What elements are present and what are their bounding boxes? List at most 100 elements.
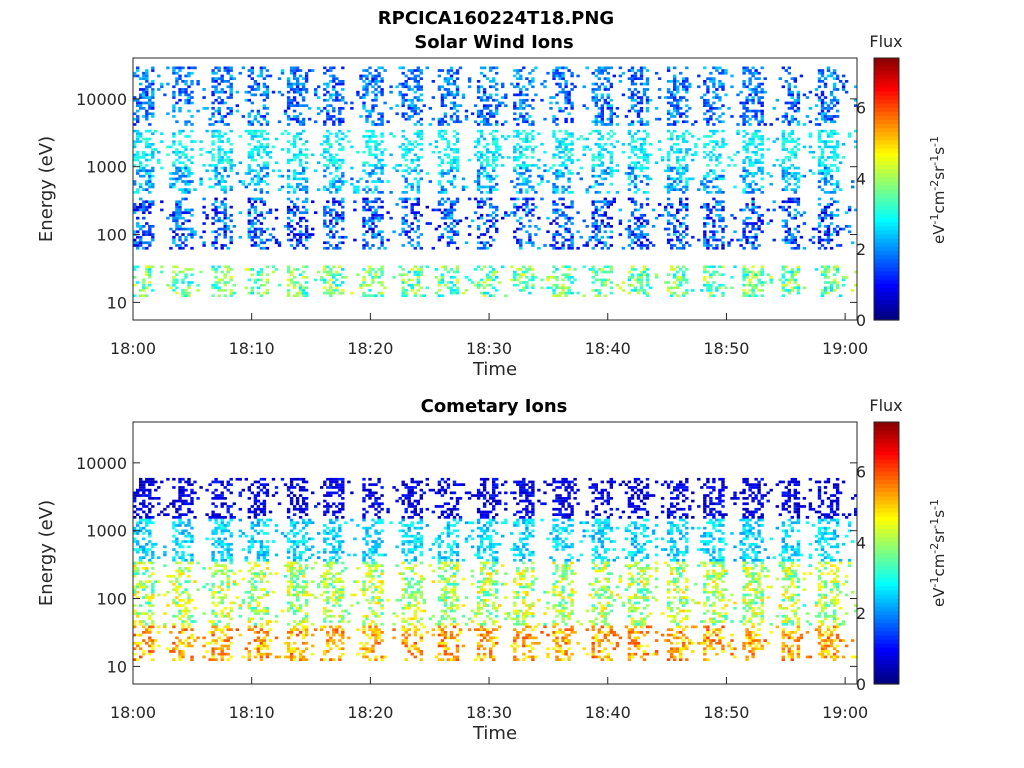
- heatmap-cell: [748, 164, 752, 167]
- heatmap-cell: [332, 88, 336, 91]
- heatmap-cell: [449, 180, 454, 183]
- heatmap-cell: [706, 265, 710, 269]
- heatmap-cell: [172, 109, 176, 113]
- heatmap-cell: [630, 145, 635, 149]
- heatmap-cell: [621, 281, 626, 284]
- heatmap-cell: [594, 270, 598, 274]
- heatmap-cell: [826, 270, 831, 274]
- heatmap-cell: [639, 77, 644, 80]
- heatmap-cell: [341, 98, 345, 102]
- heatmap-cell: [437, 150, 442, 154]
- heatmap-cell: [594, 120, 598, 124]
- heatmap-cell: [280, 185, 285, 189]
- heatmap-cell: [552, 238, 556, 242]
- heatmap-cell: [835, 208, 840, 212]
- heatmap-cell: [217, 135, 221, 138]
- heatmap-cell: [829, 238, 834, 242]
- heatmap-cell: [844, 211, 849, 214]
- heatmap-cell: [489, 294, 493, 297]
- heatmap-cell: [682, 205, 686, 209]
- heatmap-cell: [510, 265, 514, 269]
- heatmap-cell: [317, 161, 321, 164]
- heatmap-cell: [455, 200, 460, 204]
- heatmap-cell: [223, 188, 227, 191]
- heatmap-cell: [479, 197, 484, 201]
- heatmap-cell: [286, 85, 291, 89]
- heatmap-cell: [519, 74, 523, 78]
- heatmap-cell: [455, 246, 460, 250]
- heatmap-cell: [482, 74, 487, 78]
- heatmap-cell: [362, 161, 366, 164]
- heatmap-cell: [470, 219, 475, 223]
- heatmap-cell: [329, 80, 333, 83]
- heatmap-cell: [148, 276, 152, 279]
- heatmap-cell: [832, 227, 837, 231]
- heatmap-cell: [781, 289, 785, 292]
- heatmap-cell: [301, 172, 306, 175]
- heatmap-cell: [157, 88, 161, 91]
- heatmap-cell: [639, 107, 644, 110]
- heatmap-cell: [715, 203, 719, 206]
- heatmap-cell: [286, 174, 291, 178]
- heatmap-cell: [781, 265, 785, 269]
- heatmap-cell: [633, 182, 638, 186]
- heatmap-cell: [609, 235, 613, 239]
- heatmap-cell: [217, 107, 221, 110]
- heatmap-cell: [332, 182, 336, 186]
- heatmap-cell: [567, 289, 571, 292]
- heatmap-cell: [841, 283, 846, 287]
- heatmap-cell: [784, 148, 788, 151]
- heatmap-cell: [139, 107, 143, 110]
- heatmap-cell: [793, 238, 797, 242]
- heatmap-cell: [238, 180, 242, 183]
- heatmap-cell: [262, 200, 267, 204]
- heatmap-cell: [368, 140, 372, 143]
- heatmap-cell: [341, 80, 345, 83]
- heatmap-cell: [829, 203, 834, 206]
- heatmap-cell: [754, 286, 758, 290]
- heatmap-cell: [495, 174, 499, 178]
- heatmap-cell: [528, 185, 532, 189]
- heatmap-cell: [416, 69, 420, 72]
- figure-title: RPCICA160224T18.PNG: [378, 8, 614, 29]
- heatmap-cell: [522, 273, 526, 276]
- heatmap-cell: [712, 177, 716, 181]
- heatmap-cell: [452, 177, 457, 181]
- heatmap-cell: [404, 117, 408, 121]
- heatmap-cell: [268, 233, 273, 236]
- heatmap-cell: [362, 268, 366, 271]
- heatmap-cell: [250, 203, 254, 206]
- heatmap-cell: [220, 88, 224, 91]
- heatmap-cell: [301, 177, 306, 181]
- heatmap-cell: [685, 140, 689, 143]
- heatmap-cell: [449, 268, 454, 271]
- heatmap-cell: [265, 153, 270, 157]
- heatmap-cell: [404, 214, 408, 217]
- heatmap-cell: [253, 197, 258, 201]
- heatmap-cell: [362, 135, 366, 138]
- heatmap-cell: [211, 101, 215, 105]
- heatmap-cell: [262, 164, 267, 167]
- heatmap-cell: [157, 150, 161, 154]
- heatmap-cell: [262, 180, 267, 183]
- heatmap-cell: [253, 174, 258, 178]
- heatmap-cell: [823, 208, 828, 212]
- heatmap-cell: [760, 161, 764, 164]
- heatmap-cell: [709, 230, 713, 234]
- heatmap-cell: [365, 120, 369, 124]
- heatmap-cell: [591, 129, 595, 133]
- heatmap-cell: [217, 150, 221, 154]
- heatmap-cell: [519, 150, 523, 154]
- heatmap-cell: [793, 191, 797, 194]
- heatmap-cell: [606, 278, 610, 282]
- heatmap-cell: [597, 129, 601, 133]
- heatmap-cell: [688, 85, 692, 89]
- heatmap-cell: [630, 137, 635, 141]
- heatmap-cell: [148, 172, 152, 175]
- heatmap-cell: [485, 191, 490, 194]
- heatmap-cell: [389, 90, 393, 94]
- heatmap-cell: [600, 172, 604, 175]
- heatmap-cell: [561, 140, 565, 143]
- heatmap-cell: [606, 200, 610, 204]
- heatmap-cell: [522, 180, 526, 183]
